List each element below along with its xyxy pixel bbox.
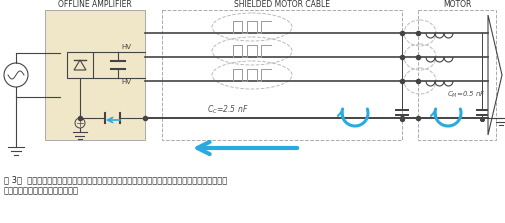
Text: OFFLINE AMPLIFIER: OFFLINE AMPLIFIER	[58, 0, 132, 9]
Text: MOTOR: MOTOR	[442, 0, 470, 9]
Text: $C_M$=0.5 nF: $C_M$=0.5 nF	[446, 90, 485, 100]
Text: $C_C$=2.5 nF: $C_C$=2.5 nF	[207, 104, 248, 116]
FancyBboxPatch shape	[45, 10, 145, 140]
Text: 压电容器，将负电压线接至大地。: 压电容器，将负电压线接至大地。	[4, 186, 79, 195]
Text: HV: HV	[121, 44, 131, 50]
Text: SHIELDED MOTOR CABLE: SHIELDED MOTOR CABLE	[233, 0, 329, 9]
Text: HV: HV	[121, 79, 131, 85]
Text: 图 3，  脱机供电放大器的负电源不可以直接用作噪声电流的返回路径。一个解决方法是连接一个高: 图 3， 脱机供电放大器的负电源不可以直接用作噪声电流的返回路径。一个解决方法是…	[4, 175, 227, 184]
